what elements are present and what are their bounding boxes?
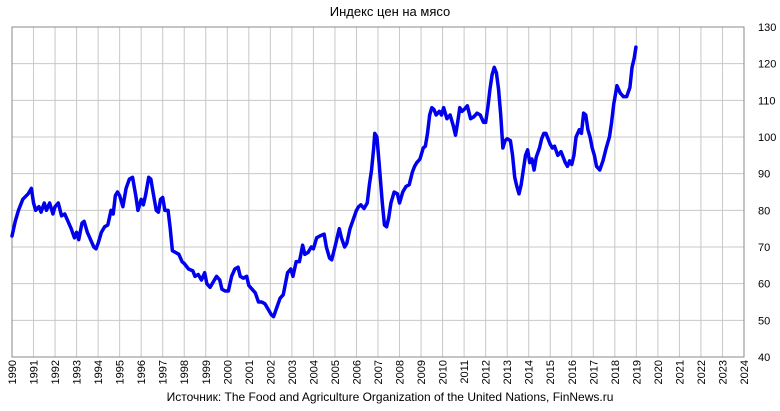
axes — [11, 26, 745, 358]
x-tick-labels: 1990 1991 1992 1993 1994 1995 1996 1997 1998 1999… — [7, 360, 751, 384]
x-tick-label: 2016 — [567, 360, 579, 384]
x-tick-label: 2004 — [308, 360, 320, 384]
x-tick-label: 2009 — [416, 360, 428, 384]
x-tick-label: 1995 — [115, 360, 127, 384]
x-tick-label: 2011 — [459, 360, 471, 384]
source-note: Источник: The Food and Agriculture Organ… — [166, 390, 614, 404]
y-tick-label: 80 — [758, 205, 770, 217]
x-tick-label: 2013 — [502, 360, 514, 384]
y-tick-label: 120 — [758, 59, 776, 71]
x-tick-label: 2001 — [244, 360, 256, 384]
x-tick-label: 2005 — [330, 360, 342, 384]
x-tick-label: 2021 — [674, 360, 686, 384]
plot-frame — [11, 26, 745, 358]
y-tick-label: 110 — [758, 95, 776, 107]
x-tick-label: 1996 — [136, 360, 148, 384]
x-tick-label: 2000 — [222, 360, 234, 384]
series-layer — [10, 45, 638, 319]
y-tick-label: 130 — [758, 22, 776, 34]
y-tick-label: 100 — [758, 132, 776, 144]
x-tick-label: 1999 — [201, 360, 213, 384]
x-tick-label: 2008 — [395, 360, 407, 384]
x-tick-label: 2006 — [351, 360, 363, 384]
x-tick-label: 1990 — [7, 360, 19, 384]
x-tick-label: 2019 — [631, 360, 643, 384]
y-tick-label: 50 — [758, 315, 770, 327]
x-tick-label: 2007 — [373, 360, 385, 384]
chart-title: Индекс цен на мясо — [329, 4, 451, 19]
x-tick-label: 2003 — [287, 360, 299, 384]
gridlines — [11, 26, 745, 358]
x-tick-label: 1992 — [50, 360, 62, 384]
y-tick-label: 40 — [758, 352, 770, 364]
x-tick-label: 2015 — [545, 360, 557, 384]
series-line — [10, 45, 638, 319]
x-tick-label: 2024 — [739, 360, 751, 384]
y-tick-label: 60 — [758, 279, 770, 291]
y-tick-label: 90 — [758, 169, 770, 181]
x-tick-label: 2012 — [481, 360, 493, 384]
x-tick-label: 1991 — [29, 360, 41, 384]
x-tick-label: 2020 — [653, 360, 665, 384]
x-tick-label: 1993 — [72, 360, 84, 384]
x-tick-label: 2017 — [588, 360, 600, 384]
x-tick-label: 2002 — [265, 360, 277, 384]
x-tick-label: 1998 — [179, 360, 191, 384]
x-tick-label: 1997 — [158, 360, 170, 384]
x-tick-label: 2023 — [717, 360, 729, 384]
x-tick-label: 2018 — [610, 360, 622, 384]
y-tick-label: 70 — [758, 242, 770, 254]
x-tick-label: 2010 — [438, 360, 450, 384]
x-tick-label: 1994 — [93, 360, 105, 384]
x-tick-label: 2014 — [524, 360, 536, 384]
y-tick-labels: 40 50 60 70 80 90 100 110 120 130 — [758, 22, 776, 364]
x-tick-label: 2022 — [696, 360, 708, 384]
